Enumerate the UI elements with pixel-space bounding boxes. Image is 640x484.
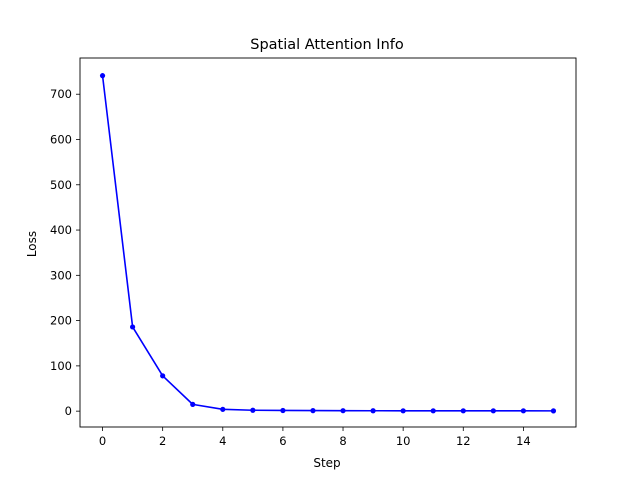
data-point bbox=[490, 408, 496, 414]
data-point bbox=[190, 401, 196, 407]
data-point bbox=[520, 408, 526, 414]
y-tick-label: 500 bbox=[50, 178, 72, 192]
data-point bbox=[430, 408, 436, 414]
x-tick-label: 2 bbox=[159, 434, 166, 448]
plot-frame bbox=[79, 57, 577, 428]
x-tick-label: 12 bbox=[456, 434, 471, 448]
plot-area: 0 2 4 6 8 10 12 14 0 100 200 300 400 500 600 700 bbox=[50, 57, 577, 448]
y-axis-label: Loss bbox=[25, 231, 39, 257]
data-point bbox=[340, 408, 346, 414]
data-point bbox=[550, 408, 557, 414]
chart-title: Spatial Attention Info bbox=[250, 37, 404, 53]
y-tick-label: 300 bbox=[50, 268, 72, 282]
y-tick-label: 200 bbox=[50, 314, 72, 328]
data-point bbox=[250, 407, 256, 413]
x-tick-label: 4 bbox=[219, 434, 226, 448]
x-tick-label: 14 bbox=[516, 434, 531, 448]
data-point bbox=[160, 373, 166, 379]
data-point bbox=[220, 406, 226, 412]
data-point bbox=[460, 408, 466, 414]
y-tick-label: 700 bbox=[50, 87, 72, 101]
y-tick-label: 600 bbox=[50, 132, 72, 146]
y-tick-label: 0 bbox=[65, 404, 72, 418]
x-tick-label: 10 bbox=[396, 434, 411, 448]
x-tick-label: 8 bbox=[339, 434, 346, 448]
series-line bbox=[101, 75, 554, 412]
y-tick-label: 400 bbox=[50, 223, 72, 237]
x-axis-label: Step bbox=[313, 456, 340, 470]
data-point bbox=[310, 408, 316, 414]
x-tick-label: 0 bbox=[99, 434, 106, 448]
data-point bbox=[99, 73, 106, 79]
data-point bbox=[280, 407, 286, 414]
data-point bbox=[130, 324, 136, 330]
data-point bbox=[370, 408, 376, 414]
data-point bbox=[400, 408, 406, 414]
y-tick-label: 100 bbox=[50, 359, 72, 373]
x-tick-label: 6 bbox=[279, 434, 286, 448]
